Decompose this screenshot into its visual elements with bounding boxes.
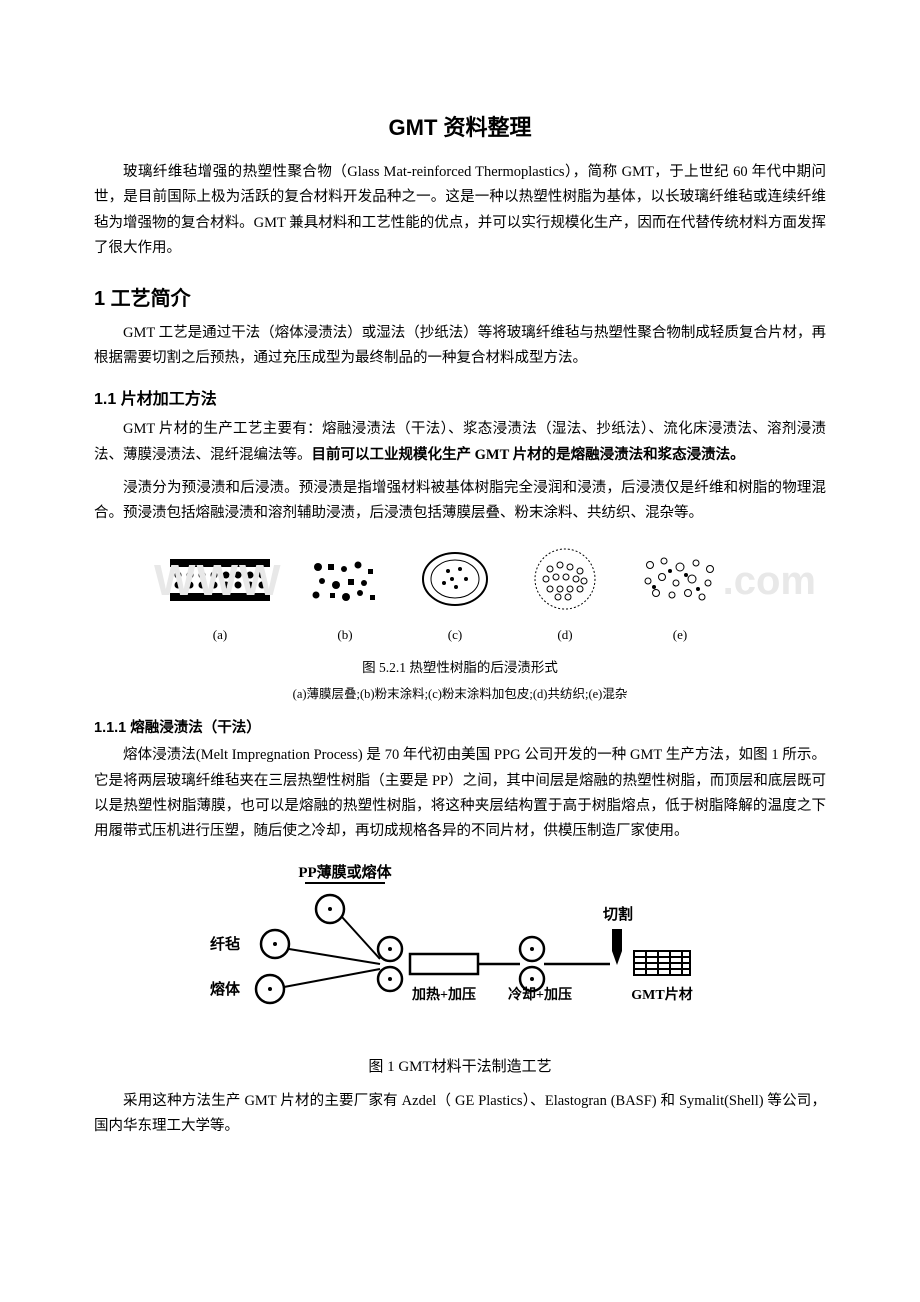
section-1-1-1-p1: 熔体浸渍法(Melt Impregnation Process) 是 70 年代… [94,743,826,845]
section-1-heading: 1 工艺简介 [94,282,826,311]
figure-1: PP薄膜或熔体 玻纤毡 PP熔体 加热+加压 [94,859,826,1079]
fig1-label-product: GMT片材 [631,986,692,1003]
page-title: GMT 资料整理 [94,110,826,142]
fig1-label-cool: 冷却+加压 [508,986,572,1003]
figure-1-svg: PP薄膜或熔体 玻纤毡 PP熔体 加热+加压 [210,859,710,1049]
section-1-1-p2: 浸渍分为预浸渍和后浸渍。预浸渍是指增强材料被基体树脂完全浸润和浸渍，后浸渍仅是纤… [94,476,826,527]
fig1-label-heat: 加热+加压 [411,986,476,1003]
fig-c [423,553,487,605]
fig-a [170,559,270,601]
section-1-1-p1: GMT 片材的生产工艺主要有：熔融浸渍法（干法）、浆态浸渍法（湿法、抄纸法）、流… [94,417,826,468]
fig-d-label: (d) [557,627,572,642]
document-page: GMT 资料整理 玻璃纤维毡增强的热塑性聚合物（Glass Mat-reinfo… [0,0,920,1208]
figure-1-caption: 图 1 GMT材料干法制造工艺 [94,1055,826,1079]
fig-b [313,561,376,601]
fig-a-label: (a) [213,627,227,642]
section-1-p1: GMT 工艺是通过干法（熔体浸渍法）或湿法（抄纸法）等将玻璃纤维毡与热塑性聚合物… [94,321,826,372]
figure-5-2-1-svg: (a) (b) (c) (d) (e) [150,541,770,651]
fig1-label-cut: 切割 [603,905,633,923]
section-1-1-1-p2: 采用这种方法生产 GMT 片材的主要厂家有 Azdel（ GE Plastics… [94,1089,826,1140]
section-1-1-heading: 1.1 片材加工方法 [94,385,826,409]
section-1-1-p1b: 目前可以工业规模化生产 GMT 片材的是熔融浸渍法和浆态浸渍法。 [312,447,745,463]
fig-e-label: (e) [673,627,687,642]
fig1-label-pp-top: PP薄膜或熔体 [298,863,392,881]
figure-5-2-1-subcaption: (a)薄膜层叠;(b)粉末涂料;(c)粉末涂料加包皮;(d)共纺织;(e)混杂 [94,684,826,704]
fig-d [535,549,595,609]
fig-b-label: (b) [337,627,352,642]
figure-5-2-1: WWW .com [94,541,826,705]
fig1-label-pp-bottom: PP熔体 [210,980,241,998]
section-1-1-1-heading: 1.1.1 熔融浸渍法（干法） [94,716,826,737]
intro-paragraph: 玻璃纤维毡增强的热塑性聚合物（Glass Mat-reinforced Ther… [94,160,826,262]
figure-5-2-1-caption: 图 5.2.1 热塑性树脂的后浸渍形式 [94,657,826,679]
fig1-label-fiber: 玻纤毡 [210,935,240,953]
fig-c-label: (c) [448,627,462,642]
fig-e [645,558,714,600]
